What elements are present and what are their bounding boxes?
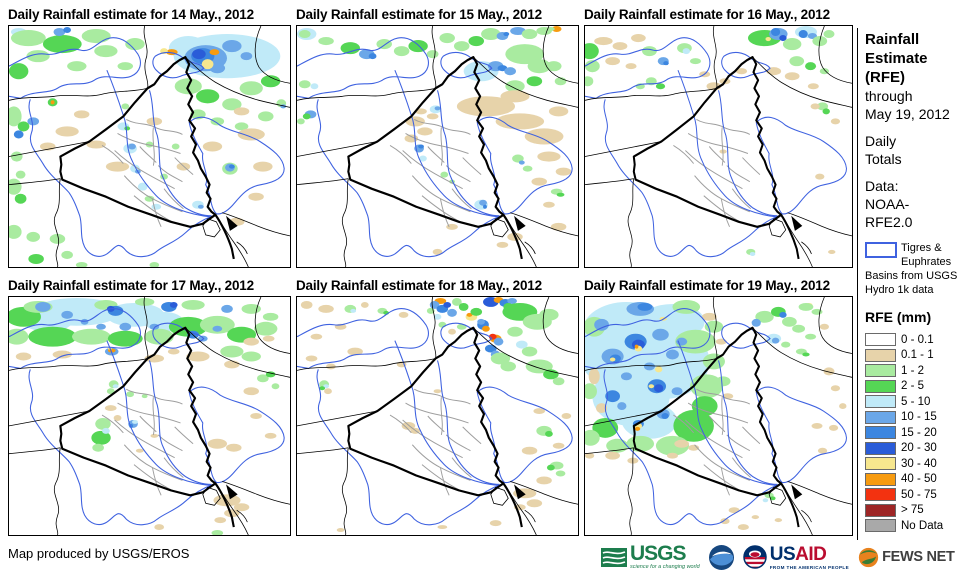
panel-title: Daily Rainfall estimate for 18 May., 201… <box>296 278 542 293</box>
panel-title: Daily Rainfall estimate for 14 May., 201… <box>8 7 254 22</box>
legend-swatch <box>865 333 896 346</box>
panel-may16: Daily Rainfall estimate for 16 May., 201… <box>584 5 853 268</box>
noaa-icon <box>708 544 734 570</box>
legend-label: > 75 <box>901 504 924 516</box>
legend-label: 40 - 50 <box>901 473 937 485</box>
legend-item: 40 - 50 <box>865 472 966 487</box>
rainfall-map-may17 <box>8 296 291 536</box>
legend-item: 2 - 5 <box>865 379 966 394</box>
panel-may17: Daily Rainfall estimate for 17 May., 201… <box>8 276 291 536</box>
panel-title: Daily Rainfall estimate for 19 May., 201… <box>584 278 830 293</box>
fewsnet-logo: FEWS NET <box>858 546 955 568</box>
legend-item: > 75 <box>865 503 966 518</box>
legend-swatch <box>865 426 896 439</box>
legend-item: No Data <box>865 518 966 533</box>
panel-may19: Daily Rainfall estimate for 19 May., 201… <box>584 276 853 536</box>
legend-swatch <box>865 457 896 470</box>
legend-swatch <box>865 519 896 532</box>
sidebar-period: Daily Totals <box>865 133 902 167</box>
usaid-wordmark-aid: AID <box>795 543 827 565</box>
usaid-logo: USAID FROM THE AMERICAN PEOPLE <box>742 543 850 570</box>
usaid-icon <box>742 545 767 569</box>
legend-label: 50 - 75 <box>901 488 937 501</box>
legend-item: 1 - 2 <box>865 363 966 378</box>
legend-label: 0 - 0.1 <box>901 333 934 346</box>
legend-label: No Data <box>901 519 944 532</box>
sidebar-title: Rainfall Estimate (RFE) through May 19, … <box>865 31 950 122</box>
basin-note: Tigres & Euphrates Basins from USGS Hydr… <box>865 241 961 297</box>
legend-label: 10 - 15 <box>901 411 937 423</box>
legend-label: 1 - 2 <box>901 364 925 377</box>
panel-may15: Daily Rainfall estimate for 15 May., 201… <box>296 5 579 268</box>
legend-item: 0 - 0.1 <box>865 332 966 347</box>
panel-may14: Daily Rainfall estimate for 14 May., 201… <box>8 5 291 268</box>
panel-title: Daily Rainfall estimate for 15 May., 201… <box>296 7 542 22</box>
legend-item: 0.1 - 1 <box>865 348 966 363</box>
sidebar-data-source: Data: NOAA- RFE2.0 <box>865 178 913 230</box>
legend-label: 0.1 - 1 <box>901 349 934 361</box>
usgs-wordmark: USGS <box>630 542 687 566</box>
basin-note-text: Tigres & Euphrates Basins from USGS Hydr… <box>865 242 958 296</box>
legend-swatch <box>865 472 896 486</box>
legend-swatch <box>865 441 896 455</box>
legend-label: 30 - 40 <box>901 457 937 470</box>
legend-label: 20 - 30 <box>901 442 937 454</box>
rainfall-map-may18 <box>296 296 579 536</box>
usaid-tagline: FROM THE AMERICAN PEOPLE <box>769 564 850 570</box>
noaa-logo <box>708 544 734 570</box>
usgs-logo: USGS science for a changing world <box>601 543 700 571</box>
sidebar: Rainfall Estimate (RFE) through May 19, … <box>857 28 966 540</box>
legend-items: 0 - 0.1 0.1 - 1 1 - 2 2 - 5 5 - 10 10 - 15 15 … <box>865 332 966 533</box>
fewsnet-wordmark: FEWS NET <box>882 549 955 565</box>
legend-item: 10 - 15 <box>865 410 966 425</box>
usgs-icon <box>601 547 627 567</box>
legend-swatch <box>865 503 896 517</box>
rainfall-map-may15 <box>296 25 579 268</box>
rainfall-map-may19 <box>584 296 853 536</box>
legend-label: 15 - 20 <box>901 426 937 439</box>
legend-swatch <box>865 348 896 362</box>
panel-title: Daily Rainfall estimate for 16 May., 201… <box>584 7 830 22</box>
legend-swatch <box>865 379 896 393</box>
legend-item: 50 - 75 <box>865 487 966 502</box>
legend-label: 5 - 10 <box>901 395 931 408</box>
legend-swatch <box>865 488 896 501</box>
legend-label: 2 - 5 <box>901 380 925 392</box>
legend: RFE (mm) 0 - 0.1 0.1 - 1 1 - 2 2 - 5 5 - 10 1… <box>865 309 966 533</box>
legend-item: 15 - 20 <box>865 425 966 440</box>
fewsnet-icon <box>858 546 879 568</box>
panel-title: Daily Rainfall estimate for 17 May., 201… <box>8 278 254 293</box>
legend-item: 20 - 30 <box>865 441 966 456</box>
usgs-tagline: science for a changing world <box>630 564 700 571</box>
rainfall-map-may16 <box>584 25 853 268</box>
legend-item: 30 - 40 <box>865 456 966 471</box>
usaid-wordmark-us: US <box>769 543 796 565</box>
basin-outline-swatch <box>865 242 897 258</box>
legend-swatch <box>865 395 896 408</box>
legend-swatch <box>865 410 896 424</box>
panel-may18: Daily Rainfall estimate for 18 May., 201… <box>296 276 579 536</box>
legend-item: 5 - 10 <box>865 394 966 409</box>
logo-row: USGS science for a changing world <box>601 543 955 571</box>
legend-swatch <box>865 364 896 377</box>
legend-title: RFE (mm) <box>865 309 932 325</box>
credit-text: Map produced by USGS/EROS <box>8 546 190 561</box>
rainfall-map-may14 <box>8 25 291 268</box>
